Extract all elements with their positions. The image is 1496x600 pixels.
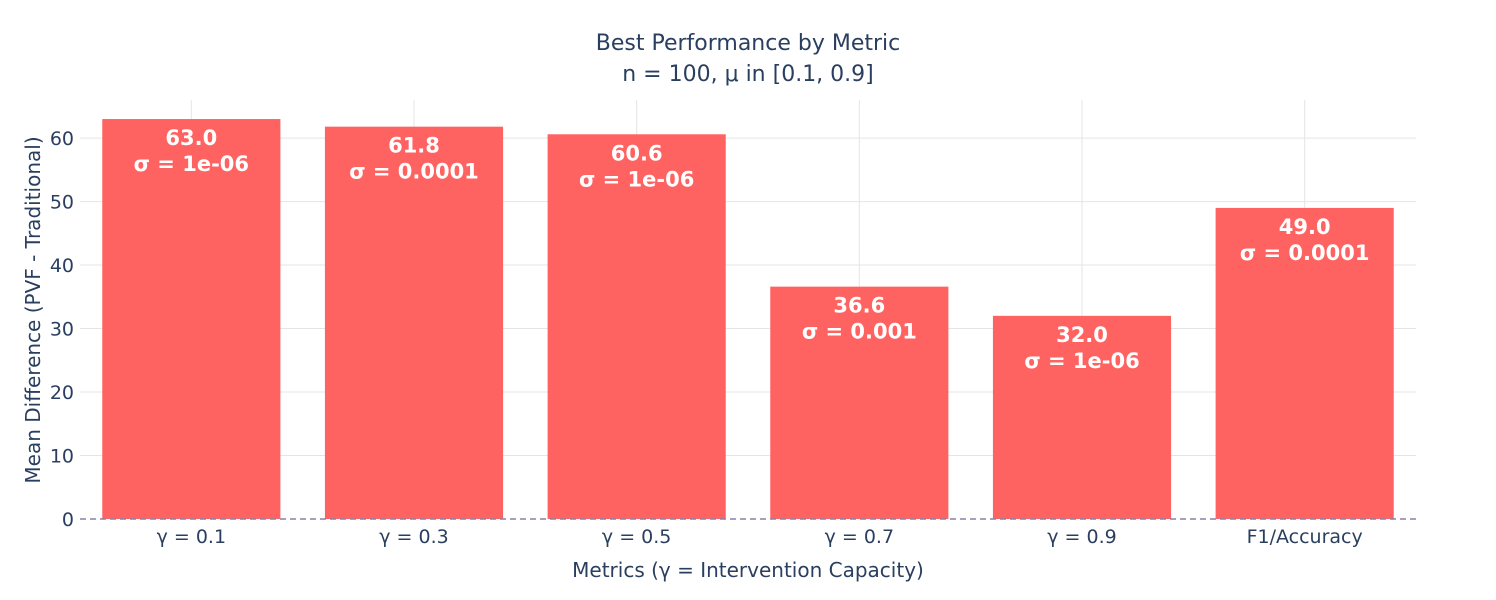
x-tick-label: F1/Accuracy: [1247, 526, 1363, 548]
y-tick-label: 50: [50, 192, 74, 214]
bar-4: [770, 286, 949, 519]
bar-value-label: 63.0: [165, 126, 217, 150]
y-tick-label: 0: [62, 509, 74, 531]
y-tick-label: 40: [50, 255, 74, 277]
y-axis-title: Mean Difference (PVF - Traditional): [21, 136, 45, 483]
bar-sigma-label: σ = 0.0001: [1240, 241, 1370, 265]
bar-value-label: 49.0: [1279, 215, 1331, 239]
x-tick-label: γ = 0.5: [602, 526, 671, 548]
x-tick-label: γ = 0.7: [825, 526, 894, 548]
bar-1: [102, 119, 281, 519]
y-tick-label: 10: [50, 446, 74, 468]
y-tick-label: 20: [50, 382, 74, 404]
chart-title: Best Performance by Metric: [596, 31, 901, 56]
bar-sigma-label: σ = 1e-06: [134, 152, 249, 176]
bar-6: [1215, 207, 1394, 519]
bar-value-label: 60.6: [611, 141, 663, 165]
bar-5: [992, 315, 1172, 519]
y-tick-label: 30: [50, 319, 74, 341]
x-tick-label: γ = 0.3: [379, 526, 448, 548]
bar-2: [324, 126, 504, 519]
bar-sigma-label: σ = 0.0001: [349, 160, 479, 184]
x-tick-label: γ = 0.1: [157, 526, 226, 548]
x-axis-title: Metrics (γ = Intervention Capacity): [572, 558, 924, 582]
bar-sigma-label: σ = 0.001: [802, 320, 917, 344]
bar-value-label: 36.6: [833, 294, 885, 318]
bar-3: [547, 134, 726, 520]
x-tick-label: γ = 0.9: [1047, 526, 1116, 548]
bar-sigma-label: σ = 1e-06: [1024, 349, 1139, 373]
bar-sigma-label: σ = 1e-06: [579, 167, 694, 191]
chart-subtitle: n = 100, μ in [0.1, 0.9]: [622, 62, 874, 87]
y-tick-label: 60: [50, 128, 74, 150]
bar-value-label: 32.0: [1056, 323, 1108, 347]
bar-value-label: 61.8: [388, 134, 440, 158]
